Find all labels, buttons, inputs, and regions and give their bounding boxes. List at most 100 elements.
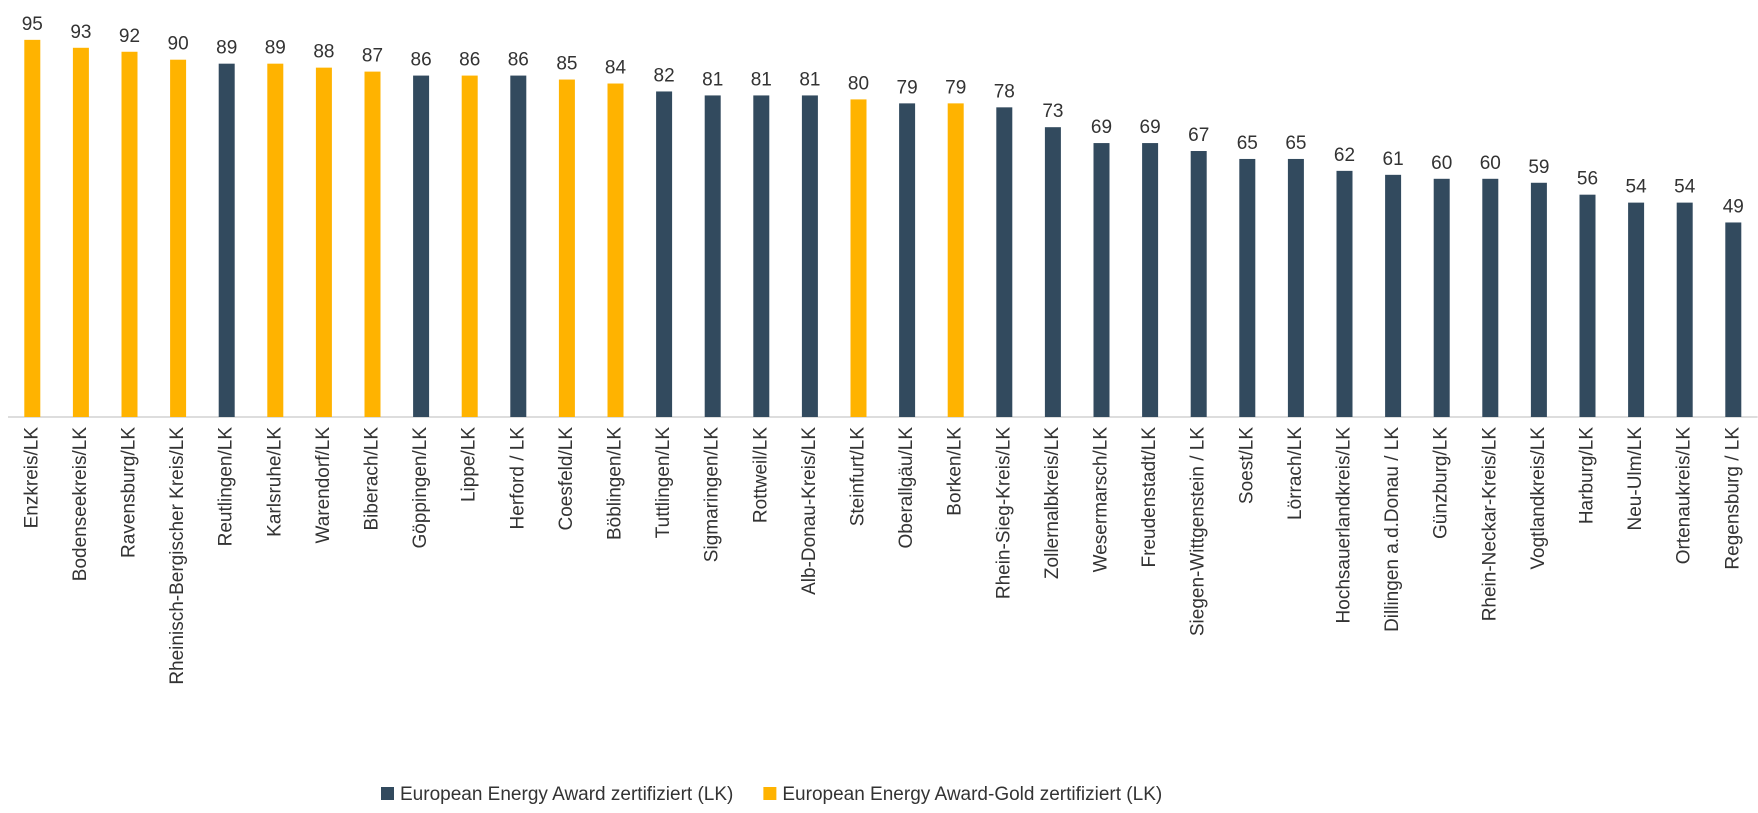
bar [1239, 158, 1256, 417]
bar [121, 51, 138, 417]
x-tick-label: Alb-Donau-Kreis/LK [799, 427, 820, 595]
bar [1287, 158, 1304, 417]
bar [1433, 178, 1450, 417]
value-label: 54 [1674, 177, 1696, 198]
value-label: 86 [459, 50, 480, 71]
x-tick-label: Lippe/LK [459, 427, 480, 502]
bar [753, 95, 770, 418]
value-label: 73 [1042, 101, 1063, 122]
value-label: 85 [556, 54, 577, 75]
x-tick-label: Lörrach/LK [1285, 427, 1306, 520]
value-label: 80 [848, 73, 869, 94]
x-tick-label: Herford / LK [507, 427, 528, 530]
value-label: 54 [1626, 177, 1648, 198]
bar [1725, 222, 1742, 417]
value-label: 56 [1577, 169, 1598, 190]
x-tick-label: Zollernalbkreis/LK [1042, 427, 1063, 579]
x-tick-label: Ravensburg/LK [119, 427, 140, 558]
value-label: 88 [313, 42, 334, 63]
bar [1190, 151, 1207, 417]
bar [947, 103, 964, 418]
value-label: 49 [1723, 196, 1744, 217]
x-tick-label: Böblingen/LK [605, 427, 626, 540]
x-tick-label: Hochsauerlandkreis/LK [1334, 427, 1355, 624]
bar [1482, 178, 1499, 417]
x-tick-label: Freudenstadt/LK [1139, 427, 1160, 568]
x-tick-label: Warendorf/LK [313, 427, 334, 544]
x-tick-label: Oberallgäu/LK [896, 427, 917, 549]
bar [24, 39, 41, 417]
bar [704, 95, 721, 418]
x-tick-label: Bodenseekreis/LK [70, 427, 91, 582]
x-tick-label: Biberach/LK [362, 427, 383, 531]
x-tick-label: Reutlingen/LK [216, 427, 237, 547]
x-tick-label: Wesermarsch/LK [1091, 427, 1112, 573]
bar [1385, 174, 1402, 417]
x-tick-label: Sigmaringen/LK [702, 427, 723, 563]
legend-label: European Energy Award-Gold zertifiziert … [782, 784, 1162, 805]
value-label: 93 [70, 22, 91, 43]
bar [1579, 194, 1596, 417]
value-label: 79 [945, 77, 966, 98]
x-tick-label: Coesfeld/LK [556, 427, 577, 531]
x-tick-label: Rhein-Neckar-Kreis/LK [1479, 427, 1500, 622]
bar [607, 83, 624, 418]
bar [267, 63, 284, 418]
value-label: 78 [994, 81, 1015, 102]
value-label: 69 [1140, 117, 1161, 138]
x-tick-label: Siegen-Wittgenstein / LK [1188, 427, 1209, 636]
value-label: 87 [362, 46, 383, 67]
bar [1336, 170, 1353, 417]
x-tick-label: Karlsruhe/LK [264, 427, 285, 537]
bar [1093, 143, 1110, 417]
value-label: 62 [1334, 145, 1355, 166]
value-label: 95 [22, 14, 43, 35]
bar [1628, 202, 1645, 417]
legend-label: European Energy Award zertifiziert (LK) [400, 784, 733, 805]
x-tick-label: Günzburg/LK [1431, 427, 1452, 539]
bar [1530, 182, 1547, 417]
bar [558, 79, 575, 418]
value-label: 81 [751, 69, 772, 90]
x-tick-label: Tuttlingen/LK [653, 427, 674, 539]
value-label: 81 [702, 69, 723, 90]
value-label: 61 [1383, 149, 1404, 170]
bar [801, 95, 818, 418]
x-tick-label: Vogtlandkreis/LK [1528, 427, 1549, 570]
bar [1044, 127, 1061, 417]
bar [1142, 143, 1159, 417]
value-label: 67 [1188, 125, 1209, 146]
x-tick-label: Rheinisch-Bergischer Kreis/LK [167, 427, 188, 685]
x-tick-label: Ortenaukreis/LK [1674, 427, 1695, 565]
value-label: 65 [1237, 133, 1258, 154]
value-label: 65 [1285, 133, 1306, 154]
value-label: 59 [1528, 157, 1549, 178]
bar [364, 71, 381, 418]
value-label: 90 [168, 34, 189, 55]
value-label: 82 [654, 65, 675, 86]
value-label: 79 [897, 77, 918, 98]
x-tick-label: Regensburg / LK [1722, 427, 1743, 570]
value-label: 89 [216, 38, 237, 59]
x-tick-label: Neu-Ulm/LK [1625, 427, 1646, 531]
x-tick-label: Soest/LK [1236, 427, 1257, 504]
legend-swatch [381, 787, 394, 800]
bar [1676, 202, 1693, 417]
value-label: 84 [605, 58, 627, 79]
bar [413, 75, 430, 417]
x-tick-label: Borken/LK [945, 427, 966, 516]
bar [72, 47, 89, 417]
x-tick-label: Harburg/LK [1577, 427, 1598, 524]
x-tick-label: Steinfurt/LK [848, 427, 869, 527]
bar [510, 75, 527, 417]
bar [899, 103, 916, 418]
value-label: 86 [508, 50, 529, 71]
value-label: 69 [1091, 117, 1112, 138]
bar [461, 75, 478, 417]
x-tick-label: Rhein-Sieg-Kreis/LK [993, 427, 1014, 599]
bar [170, 59, 187, 417]
x-tick-label: Enzkreis/LK [21, 427, 42, 529]
value-label: 92 [119, 26, 140, 47]
legend-swatch [763, 787, 777, 800]
